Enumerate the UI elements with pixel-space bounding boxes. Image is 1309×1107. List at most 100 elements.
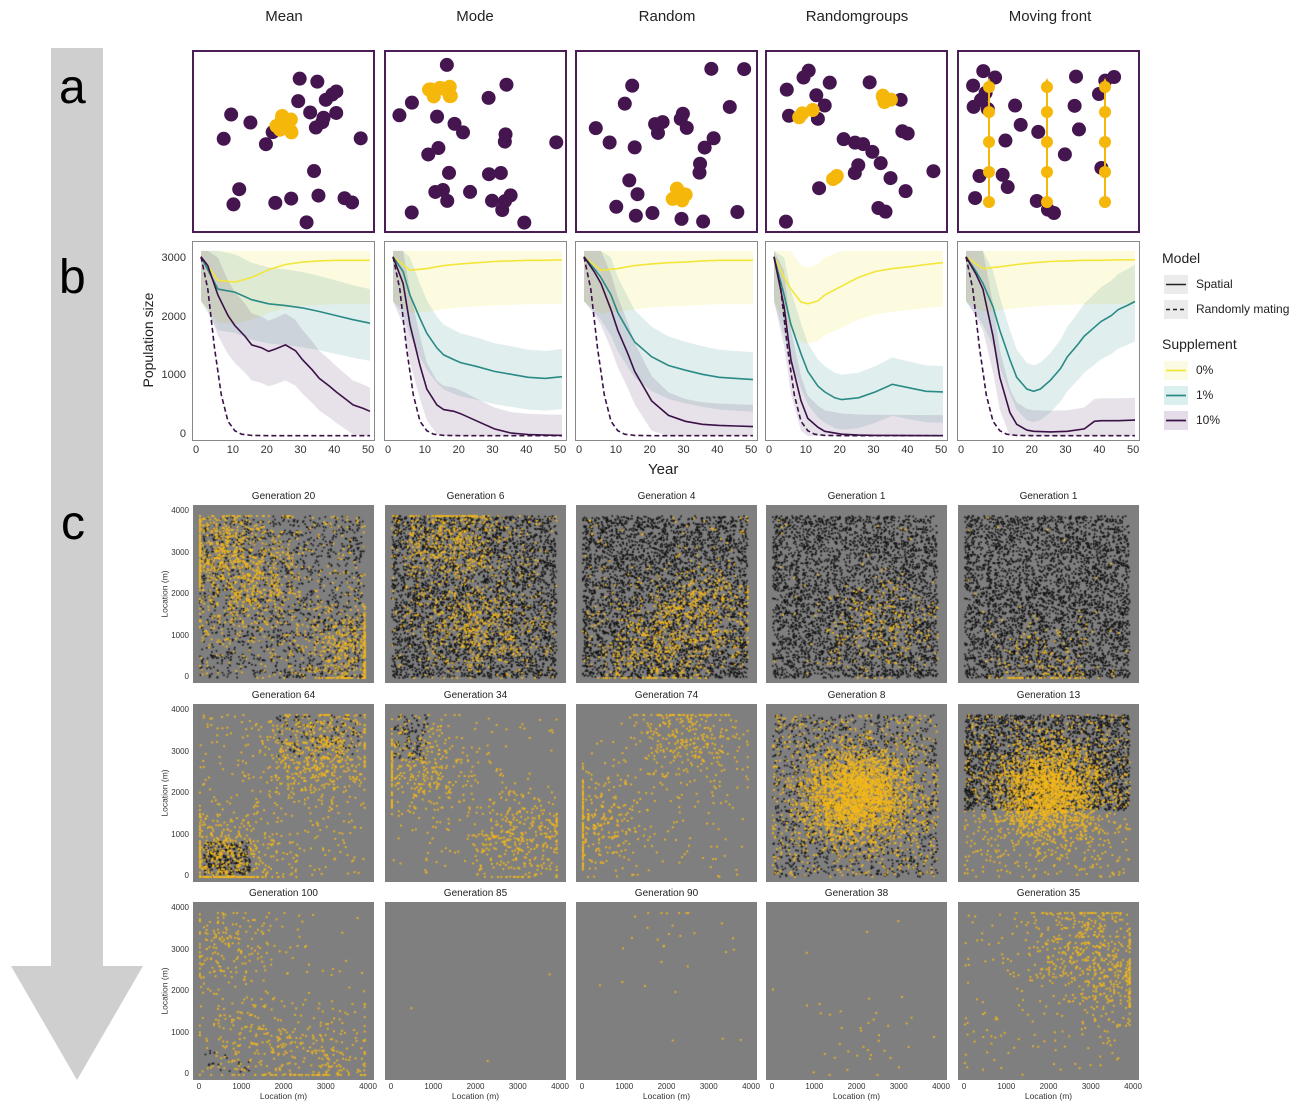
resident-dot xyxy=(609,199,624,214)
b-x-tick: 20 xyxy=(1025,444,1038,456)
legend-item-spatial: Spatial xyxy=(1162,272,1307,297)
column-header-randomgroups: Randomgroups xyxy=(805,8,909,25)
spatial-map-generation-64 xyxy=(193,704,374,882)
c-panel-title: Generation 13 xyxy=(1016,690,1081,701)
resident-dot xyxy=(224,107,239,122)
series-1--spatial xyxy=(773,256,944,401)
resident-dot xyxy=(421,147,436,162)
spatial-map-generation-1 xyxy=(958,505,1139,683)
spatial-map-generation-100 xyxy=(193,902,374,1080)
legend: Model Spatial Randomly mating Supplement… xyxy=(1162,250,1307,433)
series-0--spatial xyxy=(583,256,753,272)
resident-dot xyxy=(862,75,877,90)
resident-dot xyxy=(1071,122,1086,137)
resident-dot xyxy=(258,137,273,152)
b-x-tick: 0 xyxy=(576,444,583,456)
row-letter-b: b xyxy=(59,251,86,304)
column-header-moving-front: Moving front xyxy=(1008,8,1092,25)
yellow-line-key xyxy=(1164,361,1188,380)
b-x-tick: 40 xyxy=(1093,444,1106,456)
spatial-map-generation-35 xyxy=(958,902,1139,1080)
c-y-axis-label: Location (m) xyxy=(159,967,170,1015)
c-y-tick: 1000 xyxy=(171,630,189,640)
column-header-random: Random xyxy=(638,8,696,25)
scatter-points xyxy=(766,704,947,882)
population-chart-moving-front xyxy=(957,241,1140,441)
c-y-tick: 4000 xyxy=(171,506,189,515)
spatial-map-generation-38 xyxy=(766,902,947,1080)
c-panel-title: Generation 20 xyxy=(251,491,316,502)
column-header-mode: Mode xyxy=(456,8,494,25)
resident-dot xyxy=(549,135,564,150)
resident-dot xyxy=(517,215,532,230)
resident-dot xyxy=(226,197,241,212)
b-x-tick: 30 xyxy=(486,444,499,456)
resident-dot xyxy=(440,193,455,208)
resident-dot xyxy=(493,166,508,181)
c-x-tick: 2000 xyxy=(657,1082,676,1091)
c-panel-title: Generation 8 xyxy=(827,690,886,701)
c-x-tick: 0 xyxy=(961,1082,967,1091)
resident-dot xyxy=(895,124,910,139)
c-y-tick: 2000 xyxy=(171,986,189,995)
resident-dot xyxy=(976,64,991,79)
series-1--spatial xyxy=(965,256,1136,393)
scatter-points xyxy=(193,902,374,1080)
scatter-points xyxy=(385,902,566,1080)
b-x-tick: 20 xyxy=(833,444,846,456)
resident-dot xyxy=(232,182,247,197)
resident-dot xyxy=(430,109,445,124)
b-x-tick: 20 xyxy=(260,444,273,456)
b-x-tick: 10 xyxy=(799,444,813,456)
c-x-axis-label: Location (m) xyxy=(451,1091,500,1101)
resident-dot xyxy=(588,121,603,136)
c-x-tick: 4000 xyxy=(359,1082,377,1091)
c-x-axis-label: Location (m) xyxy=(259,1091,308,1101)
scatter-points xyxy=(958,902,1139,1080)
b-y-tick: 3000 xyxy=(161,251,186,264)
spatial-map-generation-34 xyxy=(385,704,566,882)
b-x-tick: 20 xyxy=(452,444,465,456)
c-x-axis-label: Location (m) xyxy=(1024,1091,1073,1101)
dashed-line-key xyxy=(1164,300,1188,319)
resident-dot xyxy=(311,188,326,203)
c-panel-title: Generation 35 xyxy=(1016,888,1081,899)
resident-dot xyxy=(988,70,1003,85)
c-x-tick: 1000 xyxy=(997,1082,1016,1091)
schematic-random xyxy=(575,50,758,233)
c-x-tick: 2000 xyxy=(274,1082,293,1091)
c-panel-title: Generation 6 xyxy=(446,491,505,502)
b-y-tick: 1000 xyxy=(161,369,186,382)
c-y-axis-label: Location (m) xyxy=(159,769,170,817)
scatter-points xyxy=(958,704,1139,882)
b-x-tick: 10 xyxy=(418,444,432,456)
c-x-axis-label: Location (m) xyxy=(832,1091,881,1101)
schematic-randomgroups xyxy=(765,50,948,233)
resident-dot xyxy=(481,167,496,182)
c-y-tick: 2000 xyxy=(171,788,189,797)
spatial-map-generation-74 xyxy=(576,704,757,882)
series-1--spatial xyxy=(392,256,563,380)
series-10--randomly-mating xyxy=(392,256,562,437)
resident-dot xyxy=(675,106,690,121)
resident-dot xyxy=(1069,69,1084,84)
resident-dot xyxy=(329,105,344,120)
resident-dot xyxy=(696,214,711,229)
resident-dot xyxy=(622,173,637,188)
b-x-tick: 50 xyxy=(1127,444,1140,456)
spatial-map-generation-6 xyxy=(385,505,566,683)
legend-item-randomly-mating: Randomly mating xyxy=(1162,297,1307,322)
resident-dot xyxy=(495,203,510,218)
resident-dot xyxy=(1013,117,1028,132)
b-x-tick: 10 xyxy=(991,444,1005,456)
c-x-tick: 4000 xyxy=(551,1082,569,1091)
teal-line-key xyxy=(1164,386,1188,405)
resident-dot xyxy=(291,94,306,109)
resident-dot xyxy=(973,92,988,107)
band-10- xyxy=(966,250,1135,436)
resident-dot xyxy=(392,108,407,123)
b-x-tick: 50 xyxy=(935,444,948,456)
legend-model-title: Model xyxy=(1162,250,1201,266)
c-x-tick: 0 xyxy=(196,1082,202,1091)
resident-dot xyxy=(1107,70,1122,85)
